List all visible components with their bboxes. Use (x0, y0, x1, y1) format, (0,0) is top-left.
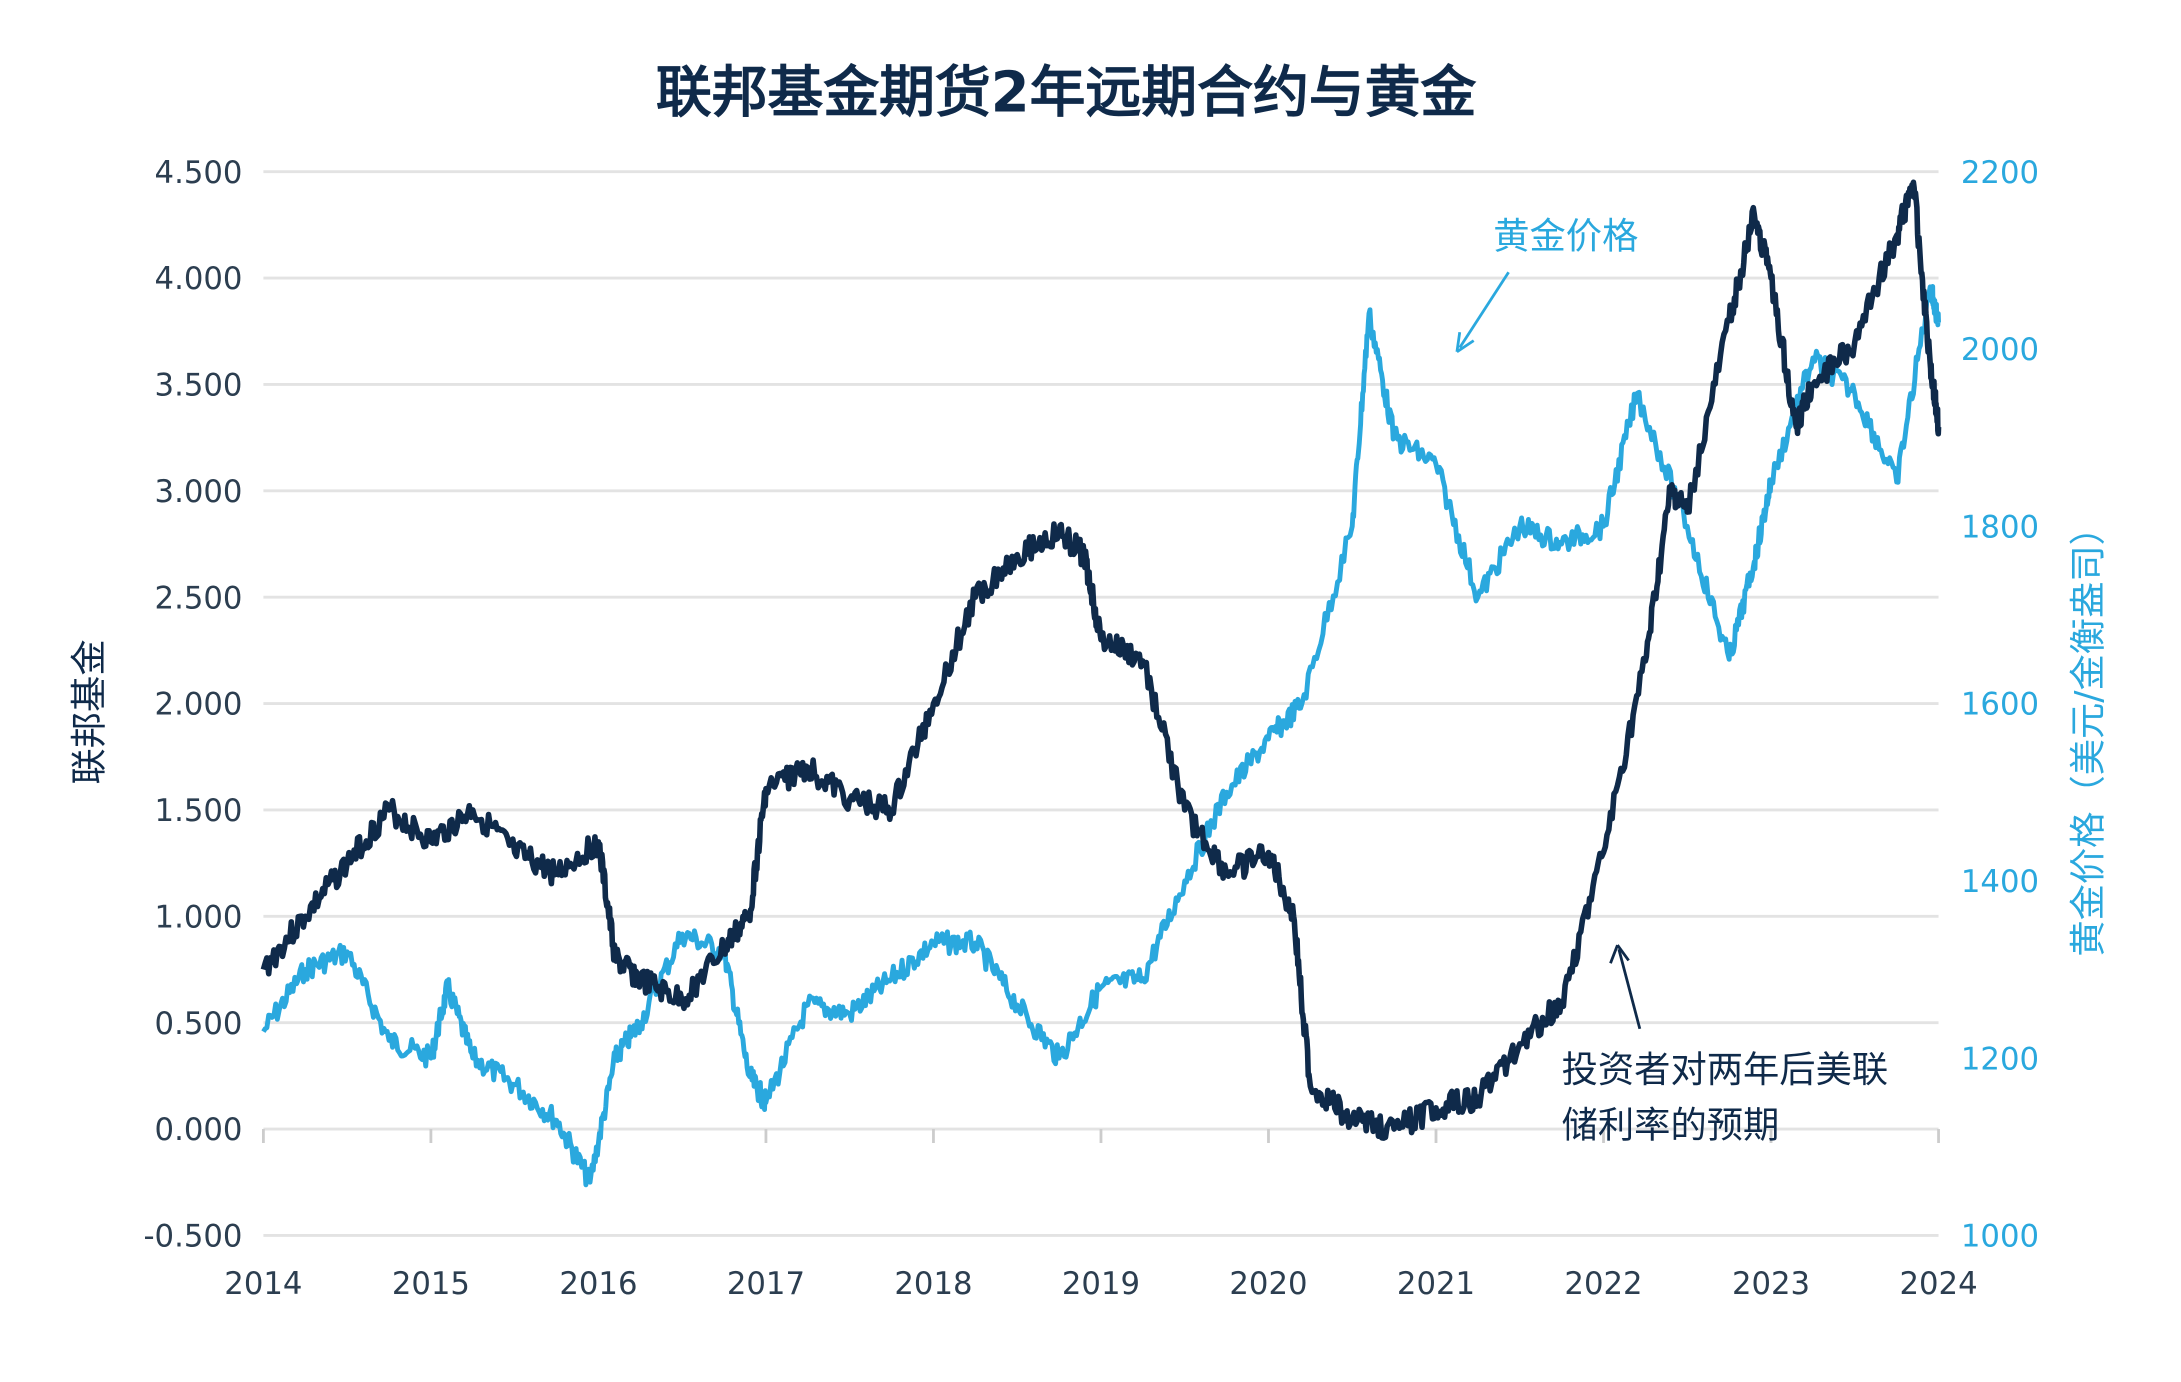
gold-price-line (261, 284, 1941, 1188)
x-tick-label: 2018 (894, 1266, 972, 1302)
fed-annotation-line2: 储利率的预期 (1562, 1104, 1780, 1147)
gold-annotation: 黄金价格 (1493, 214, 1638, 257)
y-left-tick-label: -0.500 (143, 1219, 242, 1255)
y-right-tick-label: 2000 (1961, 332, 2039, 368)
x-tick-label: 2020 (1229, 1266, 1307, 1302)
x-tick-label: 2024 (1899, 1266, 1977, 1302)
x-tick-label: 2021 (1397, 1266, 1475, 1302)
y-left-tick-label: 4.500 (155, 155, 243, 191)
fed-funds-line (260, 179, 1942, 1141)
x-tick-label: 2019 (1062, 1266, 1140, 1302)
y-axis-left-label: 联邦基金 (67, 639, 110, 784)
y-left-tick-label: 2.000 (155, 687, 243, 723)
fed-arrow-head (1609, 944, 1630, 964)
fed-annotation-line1: 投资者对两年后美联 (1562, 1048, 1889, 1091)
y-left-tick-label: 1.000 (155, 899, 243, 935)
y-right-tick-label: 1800 (1961, 509, 2039, 545)
x-tick-label: 2022 (1564, 1266, 1642, 1302)
y-right-tick-label: 1000 (1961, 1219, 2039, 1255)
y-left-tick-label: 3.500 (155, 368, 243, 404)
x-tick-label: 2014 (224, 1266, 302, 1302)
x-tick-label: 2015 (392, 1266, 470, 1302)
y-left-tick-label: 4.000 (155, 261, 243, 297)
x-tick-label: 2016 (559, 1266, 637, 1302)
gold-arrow-head (1455, 332, 1475, 353)
chart-title: 联邦基金期货2年远期合约与黄金 (656, 61, 1477, 126)
y-left-tick-label: 2.500 (155, 580, 243, 616)
y-axis-right-label: 黄金价格（美元/金衡盎司） (2066, 509, 2109, 957)
x-tick-label: 2017 (727, 1266, 805, 1302)
y-right-tick-label: 1200 (1961, 1041, 2039, 1077)
gold-annotation-arrow (1458, 271, 1510, 349)
y-right-tick-label: 2200 (1961, 155, 2039, 191)
x-tick-label: 2023 (1732, 1266, 1810, 1302)
y-left-tick-label: 3.000 (155, 474, 243, 510)
y-right-tick-label: 1400 (1961, 864, 2039, 900)
fed-annotation-arrow (1617, 948, 1642, 1030)
y-left-tick-label: 1.500 (155, 793, 243, 829)
y-left-tick-label: 0.000 (155, 1112, 243, 1148)
y-left-tick-label: 0.500 (155, 1006, 243, 1042)
y-right-tick-label: 1600 (1961, 687, 2039, 723)
